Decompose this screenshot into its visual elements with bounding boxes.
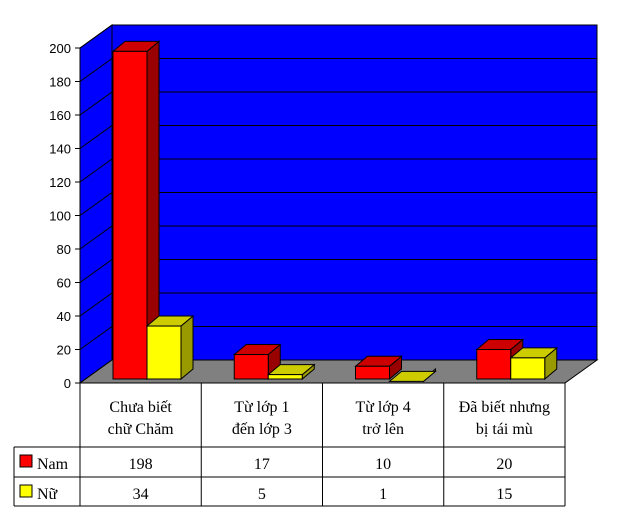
category-label: Từ lớp 4 (355, 399, 410, 416)
bar-Nam-0 (111, 40, 161, 381)
gridlines (79, 24, 597, 384)
gridline (79, 326, 597, 350)
gridline (79, 225, 597, 250)
y-tick-label: 120 (49, 175, 71, 190)
bar-Nữ-0 (145, 314, 195, 381)
data-label: 34 (133, 486, 149, 503)
legend-swatch (19, 454, 33, 468)
gridline (79, 58, 597, 82)
data-label: 20 (496, 456, 512, 473)
bar-Nam-2 (354, 355, 403, 381)
y-tick-label: 20 (57, 343, 71, 358)
y-tick-label: 100 (49, 209, 71, 224)
data-label: 10 (375, 456, 391, 473)
bar-side (180, 314, 194, 381)
y-tick-label: 200 (49, 41, 71, 56)
y-tick-label: 0 (64, 376, 71, 391)
category-label: Đã biết nhưng (459, 399, 550, 416)
bar-front (233, 354, 269, 380)
y-tick-label: 40 (57, 309, 71, 324)
data-label: 198 (129, 456, 153, 473)
category-label: bị tái mù (476, 421, 533, 438)
bar-front (146, 325, 182, 380)
floor-plane (78, 359, 599, 384)
y-tick-label: 160 (49, 108, 71, 123)
y-axis: 0 20 40 60 80 100 120 140 160 180 200 (49, 41, 81, 391)
y-tick-label: 60 (57, 276, 71, 291)
bar-top (388, 370, 437, 382)
legend-label: Nam (37, 456, 69, 473)
bar-front (267, 374, 303, 380)
data-label: 17 (254, 456, 270, 473)
gridline (79, 91, 597, 116)
bar-Nữ-2 (388, 367, 437, 383)
bar-Nữ-1 (266, 363, 316, 381)
category-label: Chưa biết (109, 399, 172, 416)
category-label: Từ lớp 1 (234, 399, 289, 416)
bar-front (510, 357, 546, 380)
y-tick-label: 80 (57, 242, 71, 257)
category-label: trở lên (362, 421, 404, 438)
bar-front (355, 365, 390, 380)
data-label: 15 (496, 486, 512, 503)
bar-Nữ-3 (509, 346, 559, 381)
legend-swatch (19, 484, 33, 498)
data-label: 5 (258, 486, 266, 503)
y-tick-label: 180 (49, 75, 71, 90)
data-label: 1 (379, 486, 387, 503)
chart-floor (78, 359, 599, 384)
data-table: Chưa biết chữ Chăm Từ lớp 1 đến lớp 3 Từ lớp… (13, 383, 566, 507)
y-tick-label: 140 (49, 142, 71, 157)
legend-label: Nữ (37, 486, 59, 503)
category-label: chữ Chăm (108, 421, 175, 438)
bar-front (112, 50, 148, 380)
gridline (79, 158, 597, 183)
category-label: đến lớp 3 (232, 421, 292, 438)
gridline (79, 292, 597, 317)
gridline (79, 24, 597, 49)
gridline (79, 192, 597, 216)
gridline (79, 259, 597, 283)
bars (111, 40, 559, 383)
gridline (79, 125, 597, 149)
bar-front (476, 349, 512, 380)
